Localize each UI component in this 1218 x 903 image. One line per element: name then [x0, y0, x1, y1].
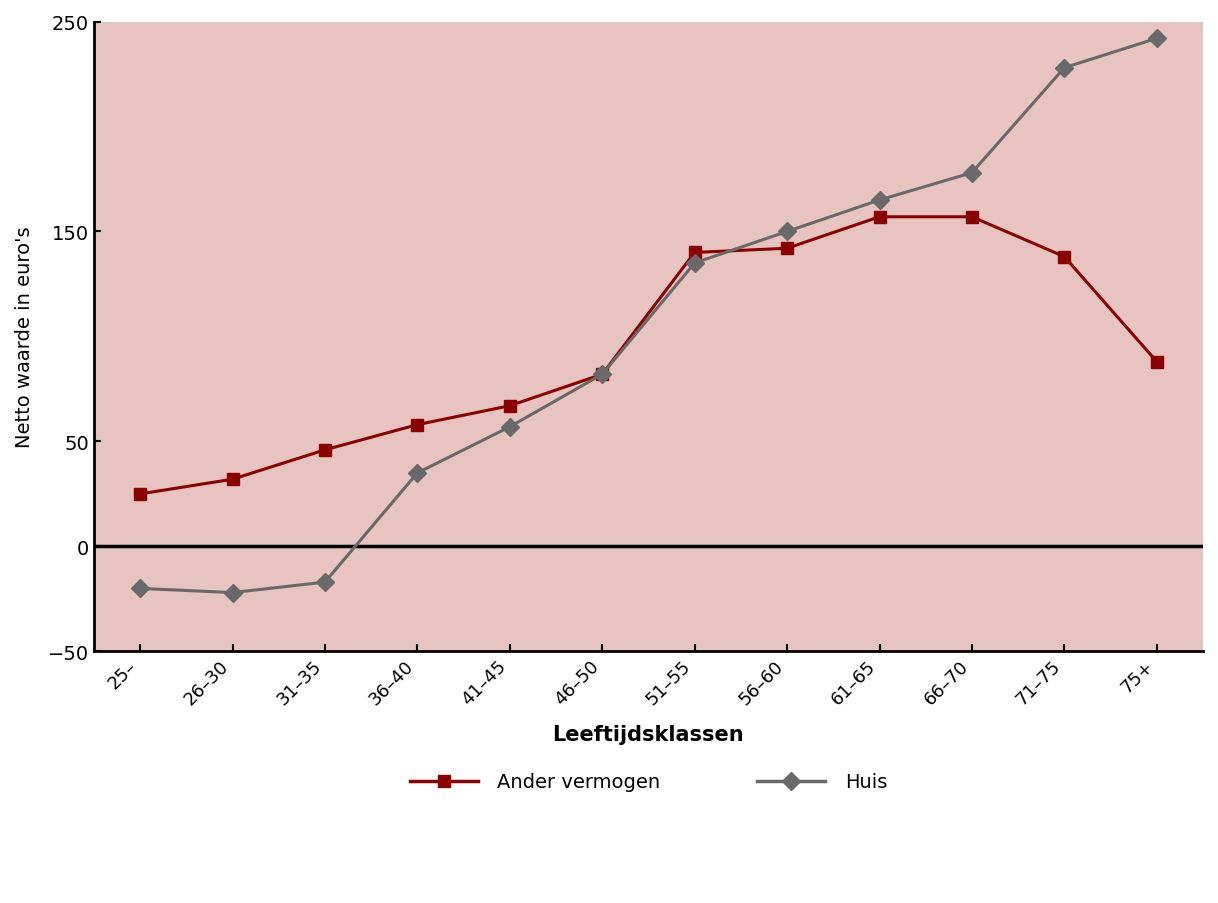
Y-axis label: Netto waarde in euro's: Netto waarde in euro's: [15, 227, 34, 448]
X-axis label: Leeftijdsklassen: Leeftijdsklassen: [553, 724, 744, 745]
Legend: Ander vermogen, Huis: Ander vermogen, Huis: [402, 765, 895, 799]
